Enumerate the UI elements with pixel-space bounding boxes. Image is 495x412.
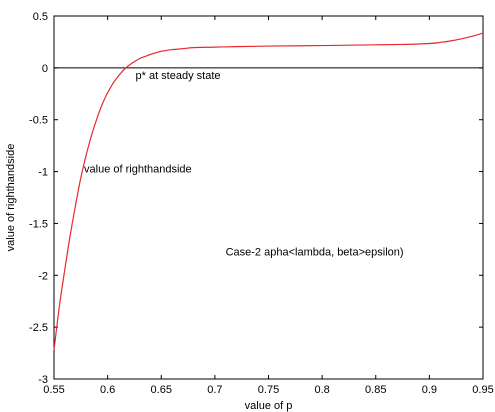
y-tick-label: -0.5 <box>29 115 48 127</box>
y-tick-label: -2 <box>38 270 48 282</box>
x-tick-label: 0.85 <box>365 384 386 396</box>
x-tick-label: 0.7 <box>207 384 222 396</box>
chart-annotation: p* at steady state <box>136 70 221 82</box>
x-tick-label: 0.9 <box>422 384 437 396</box>
x-tick-label: 0.8 <box>314 384 329 396</box>
series-line <box>53 32 484 351</box>
y-tick-label: -1.5 <box>29 218 48 230</box>
chart-annotations: p* at steady state value of righthandside… <box>84 70 404 258</box>
chart-annotation: value of righthandside <box>84 163 192 175</box>
axis-ticks <box>53 15 484 380</box>
y-tick-label: -1 <box>38 167 48 179</box>
x-axis-label: value of p <box>245 400 293 412</box>
x-tick-label: 0.75 <box>258 384 279 396</box>
y-tick-label: 0.5 <box>33 11 48 23</box>
x-tick-label: 0.55 <box>43 384 64 396</box>
y-tick-label: 0 <box>42 63 48 75</box>
y-tick-label: -3 <box>38 374 48 386</box>
x-tick-label: 0.65 <box>151 384 172 396</box>
y-axis-label: value of righthandside <box>5 144 17 252</box>
chart-annotation: Case-2 apha<lambda, beta>epsilon) <box>226 246 404 258</box>
plot-area <box>53 15 484 380</box>
axis-tick-labels: 0.55 0.6 0.65 0.7 0.75 0.8 0.85 0.9 0.95 -3 -2.5 -2… <box>29 11 494 396</box>
x-tick-label: 0.6 <box>100 384 115 396</box>
x-tick-label: 0.95 <box>472 384 493 396</box>
y-tick-label: -2.5 <box>29 322 48 334</box>
